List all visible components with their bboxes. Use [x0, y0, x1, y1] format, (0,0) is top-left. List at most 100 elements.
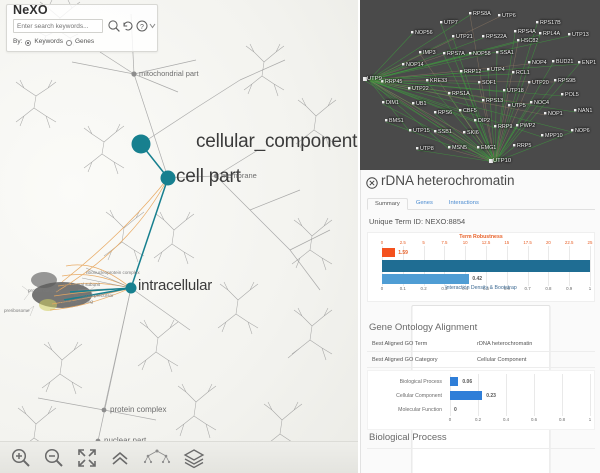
radio-keywords-label[interactable]: Keywords: [34, 38, 63, 45]
gene-node-kre33[interactable]: KRE33: [430, 78, 448, 84]
gene-node-rps22a[interactable]: RPS22A: [486, 34, 507, 40]
gene-node-rps17b[interactable]: RPS17B: [540, 20, 561, 26]
robustness-tick-bottom: 0.7: [524, 286, 531, 291]
gene-node-utp9[interactable]: UTP9: [367, 76, 382, 82]
gene-node-enp1[interactable]: ENP1: [582, 60, 597, 66]
gene-node-utp5[interactable]: UTP5: [512, 103, 526, 109]
gene-node-pwp2[interactable]: PWP2: [520, 123, 536, 129]
gene-node-noc4[interactable]: NOC4: [534, 100, 549, 106]
layers-icon[interactable]: [183, 447, 205, 469]
gene-node-nop58[interactable]: NOP58: [473, 51, 491, 57]
gene-node-rrp45[interactable]: RRP45: [385, 79, 403, 85]
gene-node-nop1[interactable]: NOP1: [548, 111, 563, 117]
gene-node-rps1a[interactable]: RPS1A: [452, 91, 470, 97]
robustness-tick-bottom: 0.2: [420, 286, 427, 291]
tab-genes[interactable]: Genes: [415, 200, 433, 206]
dag-term-label-intracellular[interactable]: intracellular: [138, 277, 213, 294]
gene-node-ssa1[interactable]: SSA1: [500, 50, 514, 56]
gene-node-ub1[interactable]: UB1: [416, 101, 427, 107]
gene-node-rrp12[interactable]: RRP12: [464, 69, 482, 75]
dag-term-label-protein-complex[interactable]: protein complex: [110, 405, 167, 414]
gene-node-nan1[interactable]: NAN1: [578, 108, 593, 114]
gene-node-rcl1[interactable]: RCL1: [516, 70, 530, 76]
dag-graph[interactable]: [0, 0, 358, 473]
gene-node-hsc82[interactable]: HSC82: [521, 38, 539, 44]
detail-tabs[interactable]: Summary Genes Interactions: [367, 196, 595, 210]
gene-node-utp18[interactable]: UTP18: [507, 88, 524, 94]
ontology-dag-viewer[interactable]: cellular_component cell part intracellul…: [0, 0, 358, 473]
zoom-in-icon[interactable]: [10, 447, 32, 469]
gene-node-utp21[interactable]: UTP21: [456, 34, 473, 40]
gene-node-cbf5[interactable]: CBF5: [463, 108, 477, 114]
gene-node-utp10[interactable]: UTP10: [493, 158, 512, 164]
chevron-down-icon[interactable]: [148, 19, 157, 33]
gene-node-rps8a[interactable]: RPS8A: [473, 11, 491, 17]
help-icon[interactable]: ?: [135, 19, 149, 33]
chevrons-up-icon[interactable]: [109, 447, 131, 469]
radio-keywords[interactable]: [25, 39, 32, 46]
robustness-tick-top: 12.5: [481, 240, 491, 245]
gene-node-rps6[interactable]: RPS6: [438, 110, 453, 116]
dag-toolbar[interactable]: [0, 441, 358, 473]
gene-node-rps13[interactable]: RPS13: [486, 98, 504, 104]
gene-node-rps4a[interactable]: RPS4A: [518, 29, 536, 35]
search-input[interactable]: [13, 19, 103, 33]
gene-node-utp13[interactable]: UTP13: [572, 32, 589, 38]
network-graph[interactable]: [360, 0, 600, 170]
radio-genes-label[interactable]: Genes: [74, 38, 95, 45]
dag-term-label-cell-part[interactable]: cell part: [176, 166, 241, 187]
dag-cluster-label-rna-processing: RNA processing: [60, 299, 93, 304]
gene-node-sof1[interactable]: SOF1: [482, 80, 497, 86]
gene-node-nop56[interactable]: NOP56: [415, 30, 433, 36]
gene-node-nop6[interactable]: NOP6: [575, 128, 590, 134]
close-circle-icon[interactable]: [366, 176, 378, 189]
gene-node-utp7[interactable]: UTP7: [444, 20, 458, 26]
interaction-network-view[interactable]: UTP9 NOP56 UTP7 RPS8A UTP6 RPS17B UTP21 RPS22A R…: [360, 0, 600, 170]
gene-node-mpp10[interactable]: MPP10: [545, 133, 563, 139]
gene-node-utp15[interactable]: UTP15: [413, 128, 430, 134]
tab-summary[interactable]: Summary: [367, 198, 408, 210]
expand-arrows-icon[interactable]: [76, 447, 98, 469]
gene-node-bud21[interactable]: BUD21: [556, 59, 574, 65]
gene-node-imp3[interactable]: IMP3: [423, 50, 436, 56]
gene-node-rps9b[interactable]: RPS9B: [558, 78, 576, 84]
gene-node-utp6[interactable]: UTP6: [502, 13, 516, 19]
gene-node-msn5[interactable]: MSN5: [452, 145, 467, 151]
gene-node-rps7a[interactable]: RPS7A: [447, 51, 465, 57]
gene-node-ski6[interactable]: SKI6: [467, 130, 479, 136]
bar-value-robustness: 1.59: [398, 249, 408, 256]
gene-node-utp4[interactable]: UTP4: [491, 67, 505, 73]
reset-icon[interactable]: [121, 19, 135, 33]
search-panel[interactable]: NeXO: [6, 3, 158, 52]
gene-node-utp20[interactable]: UTP20: [532, 80, 549, 86]
gene-node-rrp9[interactable]: RRP9: [498, 124, 513, 130]
tab-interactions[interactable]: Interactions: [448, 200, 479, 206]
gene-node-dip2[interactable]: DIP2: [478, 118, 490, 124]
gene-node-dim1[interactable]: DIM1: [386, 100, 399, 106]
gene-node-utp8[interactable]: UTP8: [420, 146, 434, 152]
dag-term-label-membrane[interactable]: membrane: [221, 171, 257, 180]
dag-term-label-cellular-component[interactable]: cellular_component: [196, 131, 358, 152]
gridline: [562, 374, 563, 416]
zoom-out-icon[interactable]: [43, 447, 65, 469]
gene-node-utp22[interactable]: UTP22: [412, 86, 429, 92]
gene-node-pol5[interactable]: POL5: [565, 92, 579, 98]
term-detail-panel: rDNA heterochromatin Summary Genes Inter…: [360, 170, 600, 473]
search-by-row[interactable]: By: Keywords Genes: [13, 38, 95, 46]
dag-term-label-nuclear-part[interactable]: nuclear part: [104, 436, 146, 445]
gene-node-nop14[interactable]: NOP14: [406, 62, 424, 68]
gene-node-rrp5[interactable]: RRP5: [517, 143, 532, 149]
gene-node-ssb1[interactable]: SSB1: [438, 129, 452, 135]
gene-node-nop4[interactable]: NOP4: [532, 60, 547, 66]
gene-node-bms1[interactable]: BMS1: [389, 118, 404, 124]
gene-node-rpl4a[interactable]: RPL4A: [543, 31, 561, 37]
search-icon[interactable]: [107, 19, 121, 33]
robustness-chart-xlabel: Interaction Density & Bootstrap: [445, 285, 517, 291]
dag-term-label-mitochondrial-part[interactable]: mitochondrial part: [139, 69, 199, 78]
table-row: Best Aligned GO Term rDNA heterochromati…: [367, 336, 595, 352]
gene-node-emg1[interactable]: EMG1: [481, 145, 497, 151]
radio-genes[interactable]: [65, 39, 72, 46]
search-row[interactable]: ?: [13, 19, 156, 34]
network-icon[interactable]: [142, 447, 172, 469]
svg-text:?: ?: [140, 24, 144, 31]
